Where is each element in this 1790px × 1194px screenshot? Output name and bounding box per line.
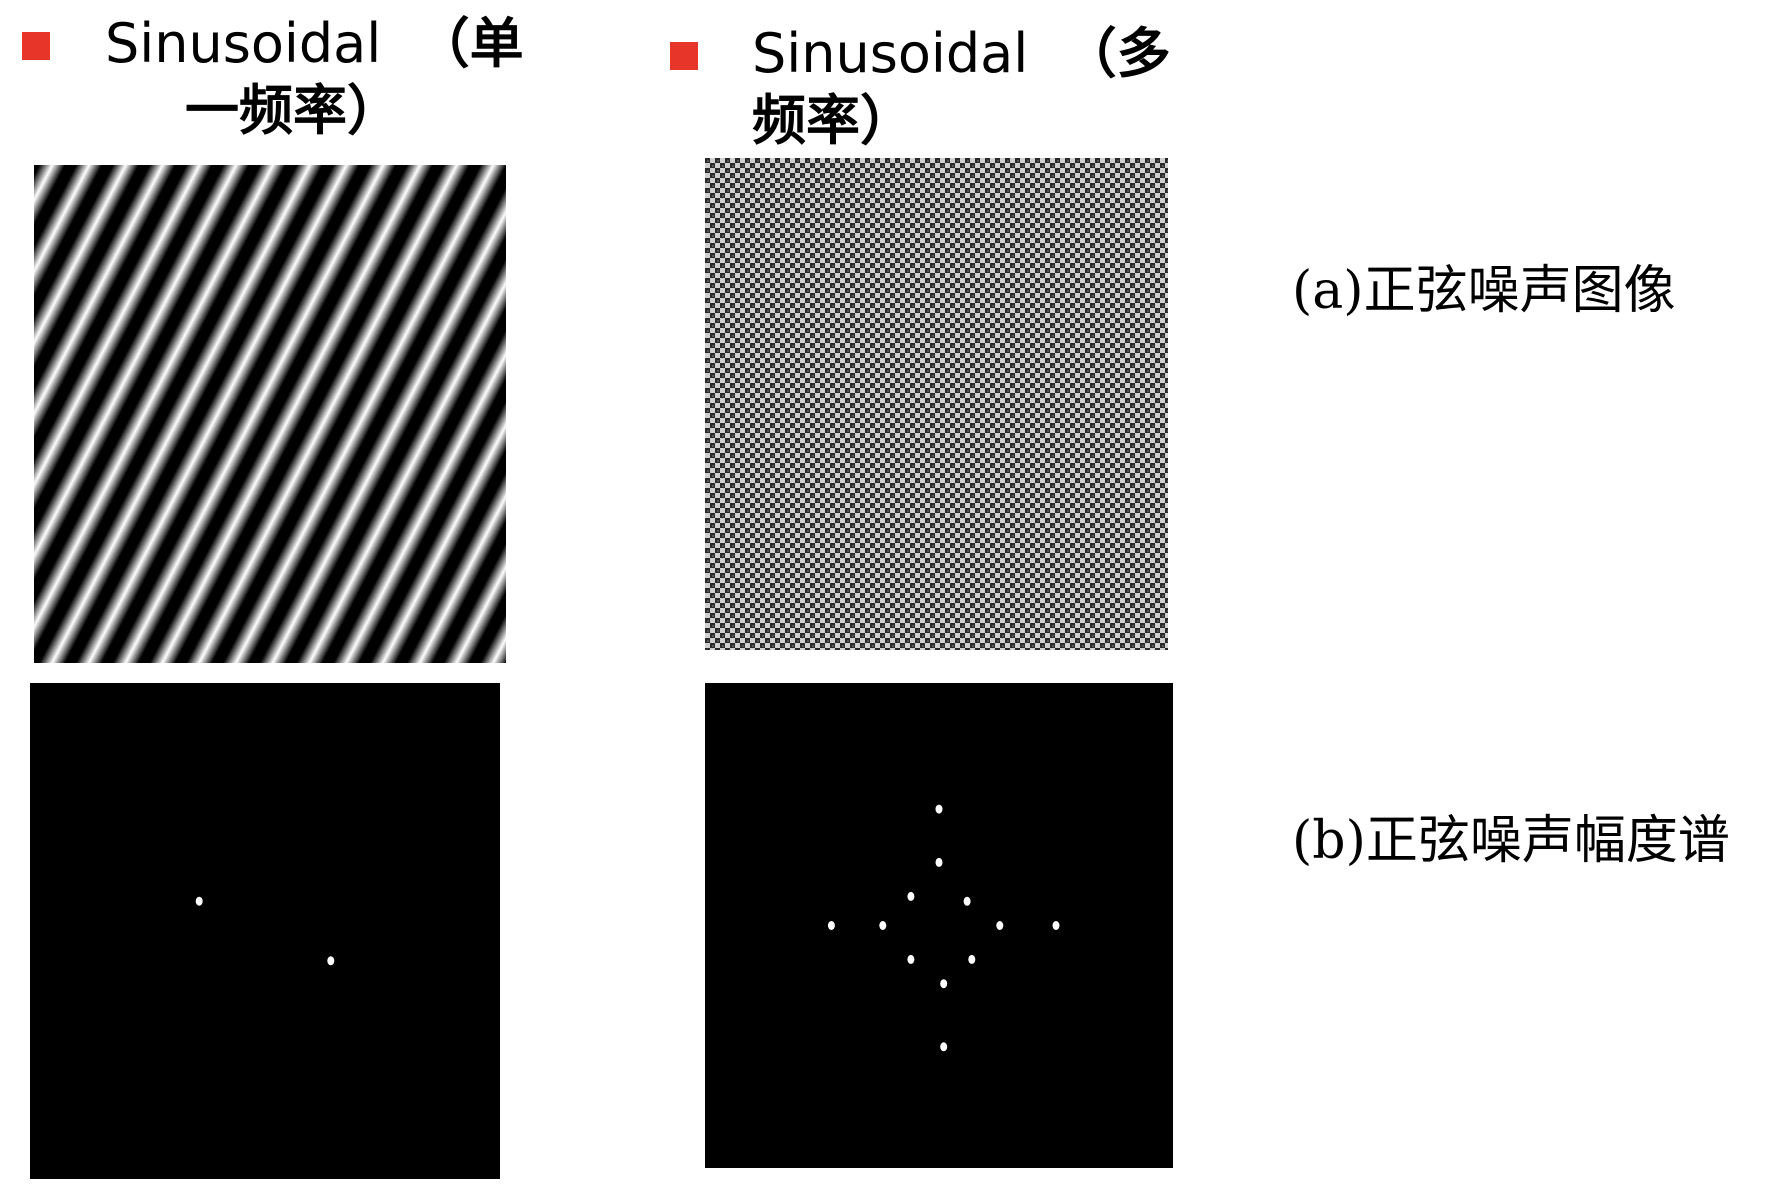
spectrum-peak [879,921,887,930]
heading-multi-frequency-cn-1: （多 [1062,21,1171,85]
single-frequency-spectrum [30,683,500,1179]
spectrum-background [30,683,500,1179]
spectrum-peak [963,896,971,906]
spectrum-peak [996,921,1004,930]
spectrum-peak [327,956,335,966]
spectrum-peak [907,891,915,901]
spectrum-peak [195,896,203,906]
spectrum-background [705,683,1173,1168]
spectrum-peak [907,954,915,964]
heading-single-frequency-cn-1: （单 [415,11,524,75]
single-frequency-noise-image [34,165,506,663]
multi-frequency-noise-image [705,158,1168,650]
heading-multi-frequency-en: Sinusoidal [752,22,1029,85]
bullet-right [670,42,698,70]
bullet-left [22,32,50,60]
heading-single-frequency: Sinusoidal （单 一频率） [105,10,524,143]
spectrum-peak [1052,921,1060,930]
heading-multi-frequency: Sinusoidal （多 频率） [752,20,1171,153]
heading-single-frequency-cn-2: 一频率） [185,78,401,142]
heading-single-frequency-en: Sinusoidal [105,12,382,75]
spectrum-peak [940,979,948,989]
caption-amplitude-spectrum: (b)正弦噪声幅度谱 [1292,811,1730,871]
heading-multi-frequency-cn-2: 频率） [752,88,914,152]
spectrum-peak [935,804,943,814]
spectrum-peak [940,1042,948,1052]
spectrum-peak [935,857,943,867]
spectrum-peak [827,921,835,930]
spectrum-peak [968,954,976,964]
multi-frequency-spectrum [705,683,1173,1168]
caption-noise-image: (a)正弦噪声图像 [1292,261,1676,321]
